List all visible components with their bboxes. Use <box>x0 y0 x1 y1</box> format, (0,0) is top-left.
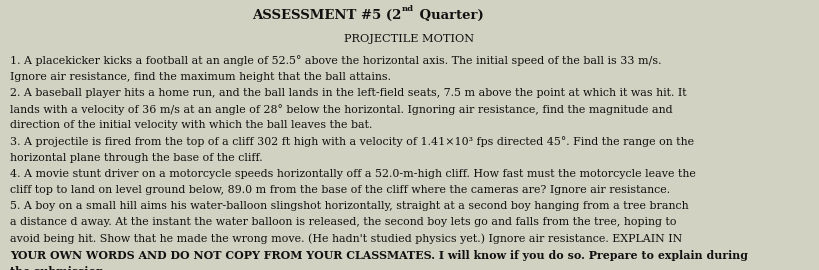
Text: cliff top to land on level ground below, 89.0 m from the base of the cliff where: cliff top to land on level ground below,… <box>10 185 670 195</box>
Text: nd: nd <box>402 5 414 14</box>
Text: Quarter): Quarter) <box>415 9 484 22</box>
Text: 2. A baseball player hits a home run, and the ball lands in the left-field seats: 2. A baseball player hits a home run, an… <box>10 88 686 98</box>
Text: ASSESSMENT #5 (2: ASSESSMENT #5 (2 <box>252 9 401 22</box>
Text: 4. A movie stunt driver on a motorcycle speeds horizontally off a 52.0-m-high cl: 4. A movie stunt driver on a motorcycle … <box>10 169 695 179</box>
Text: direction of the initial velocity with which the ball leaves the bat.: direction of the initial velocity with w… <box>10 120 372 130</box>
Text: 5. A boy on a small hill aims his water-balloon slingshot horizontally, straight: 5. A boy on a small hill aims his water-… <box>10 201 689 211</box>
Text: a distance d away. At the instant the water balloon is released, the second boy : a distance d away. At the instant the wa… <box>10 217 676 227</box>
Text: Ignore air resistance, find the maximum height that the ball attains.: Ignore air resistance, find the maximum … <box>10 72 391 82</box>
Text: avoid being hit. Show that he made the wrong move. (He hadn't studied physics ye: avoid being hit. Show that he made the w… <box>10 234 682 244</box>
Text: PROJECTILE MOTION: PROJECTILE MOTION <box>345 34 474 44</box>
Text: 1. A placekicker kicks a football at an angle of 52.5° above the horizontal axis: 1. A placekicker kicks a football at an … <box>10 55 661 66</box>
Text: YOUR OWN WORDS AND DO NOT COPY FROM YOUR CLASSMATES. I will know if you do so. P: YOUR OWN WORDS AND DO NOT COPY FROM YOUR… <box>10 250 748 261</box>
Text: horizontal plane through the base of the cliff.: horizontal plane through the base of the… <box>10 153 262 163</box>
Text: the submission.: the submission. <box>10 266 107 270</box>
Text: lands with a velocity of 36 m/s at an angle of 28° below the horizontal. Ignorin: lands with a velocity of 36 m/s at an an… <box>10 104 672 115</box>
Text: 3. A projectile is fired from the top of a cliff 302 ft high with a velocity of : 3. A projectile is fired from the top of… <box>10 136 694 147</box>
